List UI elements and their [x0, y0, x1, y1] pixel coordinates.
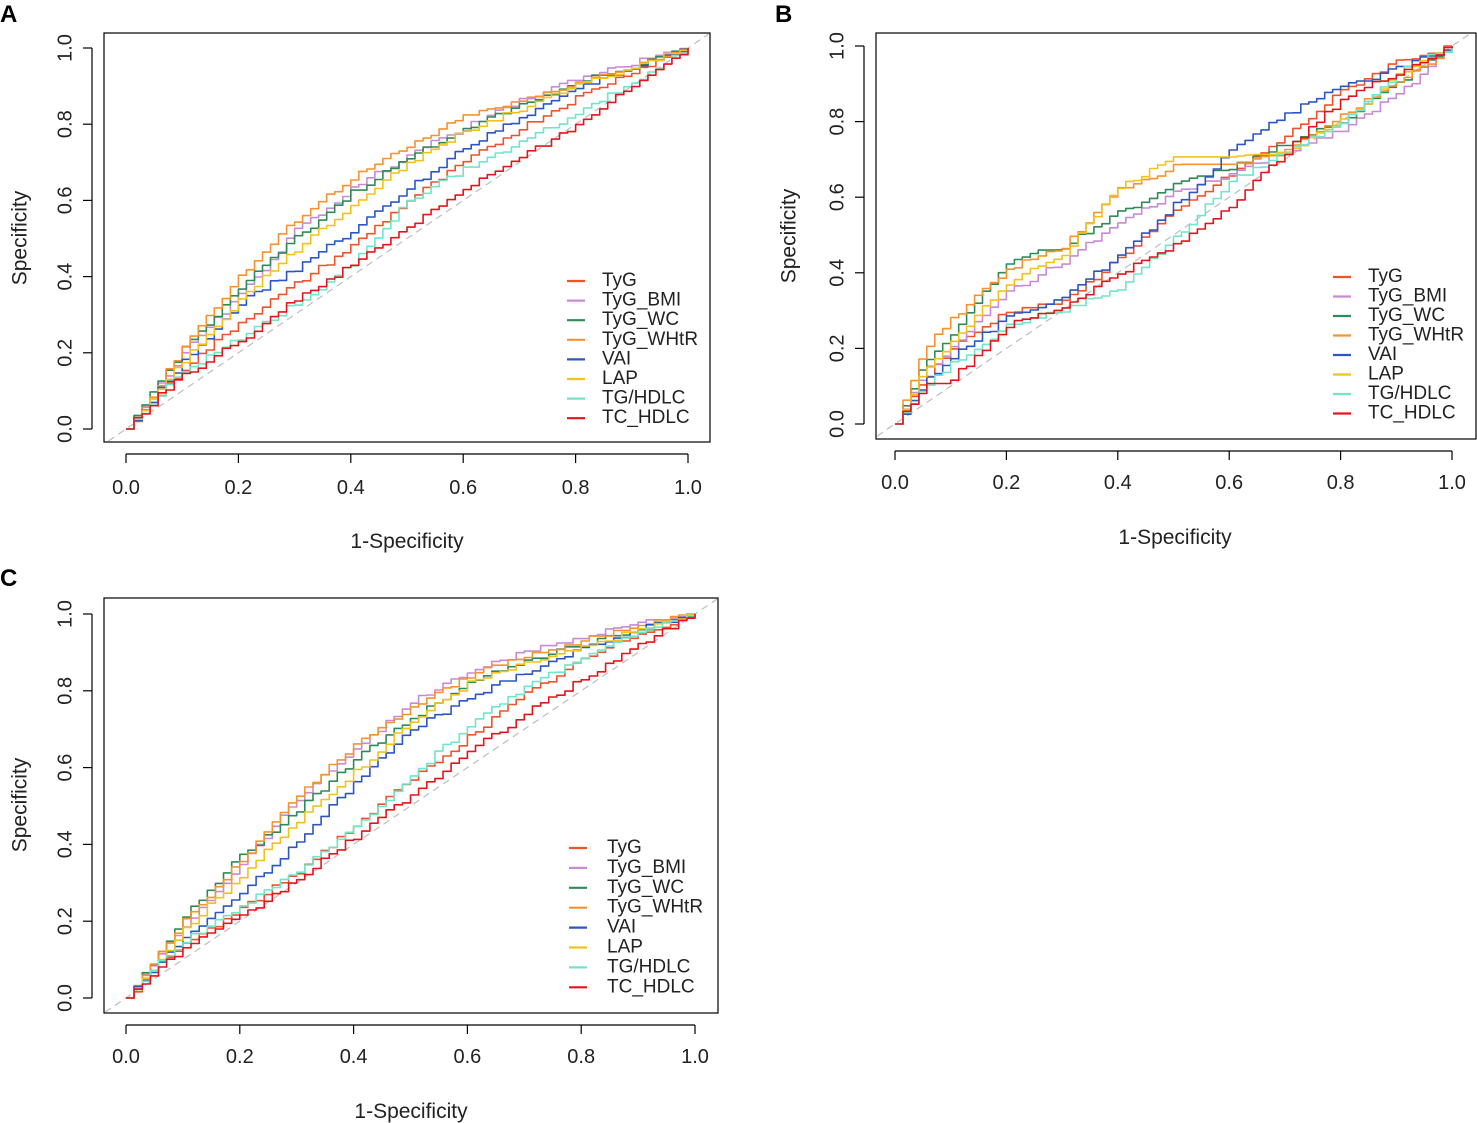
- legend-label: TyG_WC: [1368, 305, 1445, 326]
- legend-label: VAI: [607, 917, 636, 938]
- x-tick-label: 1.0: [1438, 472, 1466, 494]
- x-tick-label: 0.0: [112, 1046, 140, 1068]
- legend-label: TG/HDLC: [607, 956, 690, 977]
- x-tick-label: 1.0: [674, 477, 702, 499]
- x-tick-label: 1.0: [681, 1046, 709, 1068]
- x-tick-label: 0.4: [337, 477, 365, 499]
- legend: TyGTyG_BMITyG_WCTyG_WHtRVAILAPTG/HDLCTC_…: [1333, 266, 1464, 424]
- legend-label: TyG_BMI: [607, 857, 686, 878]
- y-tick-label: 0.4: [54, 263, 76, 291]
- legend-label: TC_HDLC: [1368, 403, 1456, 424]
- x-tick-label: 0.0: [112, 477, 140, 499]
- legend-label: TC_HDLC: [607, 976, 695, 997]
- legend-label: TyG_BMI: [602, 290, 681, 311]
- y-tick-label: 0.0: [54, 415, 76, 443]
- plot-frame: [103, 597, 719, 1014]
- roc-curve-tyg-whtr: [126, 614, 696, 999]
- legend-label: VAI: [602, 348, 631, 369]
- roc-curve-lap: [126, 48, 689, 430]
- x-tick-label: 0.6: [453, 1046, 481, 1068]
- legend-label: LAP: [1368, 364, 1404, 385]
- roc-curve-tc-hdlc: [126, 614, 696, 999]
- x-tick-label: 0.6: [1215, 472, 1243, 494]
- x-tick-label: 0.2: [226, 1046, 254, 1068]
- y-axis-title: Specificity: [9, 757, 32, 852]
- roc-curve-vai: [895, 46, 1453, 425]
- legend: TyGTyG_BMITyG_WCTyG_WHtRVAILAPTG/HDLCTC_…: [569, 837, 703, 997]
- roc-curve-tg-hdlc: [126, 614, 696, 999]
- x-tick-label: 0.6: [449, 477, 477, 499]
- x-tick-label: 0.2: [992, 472, 1020, 494]
- reference-diagonal: [104, 598, 718, 1013]
- roc-series-group: [126, 613, 696, 999]
- y-axis-title: Specificity: [9, 190, 32, 285]
- legend-label: TyG_BMI: [1368, 286, 1447, 307]
- x-tick-label: 0.0: [881, 472, 909, 494]
- x-tick-label: 0.8: [562, 477, 590, 499]
- roc-panel-b: B 0.0 0.2 0.4 0.6 0.8 1.0 0.0 0.2 0.4 0.6 0.8 1.0 1-S…: [775, 1, 1477, 549]
- panel-label: B: [775, 1, 792, 28]
- legend-label: TyG: [1368, 266, 1403, 287]
- x-tick-label: 0.8: [567, 1046, 595, 1068]
- y-tick-label: 0.8: [54, 110, 76, 138]
- roc-curve-tg-hdlc: [895, 46, 1453, 425]
- x-tick-label: 0.8: [1327, 472, 1355, 494]
- plot-frame: [875, 32, 1477, 440]
- y-tick-label: 0.0: [54, 984, 76, 1012]
- roc-curve-vai: [126, 48, 689, 430]
- x-tick-label: 0.2: [224, 477, 252, 499]
- x-tick-label: 0.4: [1104, 472, 1132, 494]
- roc-curve-tyg-bmi: [126, 614, 696, 999]
- panel-label: A: [0, 1, 17, 28]
- x-tick-label: 0.4: [340, 1046, 368, 1068]
- roc-curve-tyg: [895, 45, 1452, 425]
- legend-label: TyG_WHtR: [602, 329, 698, 350]
- legend-label: TyG_WHtR: [1368, 325, 1464, 346]
- y-tick-label: 0.2: [54, 339, 76, 367]
- legend-label: TG/HDLC: [602, 388, 685, 409]
- legend-label: TyG_WC: [602, 309, 679, 330]
- y-tick-label: 0.4: [54, 830, 76, 858]
- y-tick-label: 1.0: [54, 34, 76, 62]
- roc-curve-lap: [895, 46, 1453, 425]
- legend-label: TG/HDLC: [1368, 383, 1451, 404]
- x-axis-title: 1-Specificity: [354, 1100, 468, 1123]
- legend-label: TyG: [602, 270, 637, 291]
- roc-curve-tyg-whtr: [895, 46, 1453, 425]
- y-tick-label: 0.6: [54, 754, 76, 782]
- roc-curve-lap: [126, 613, 696, 999]
- y-axis-title: Specificity: [778, 188, 801, 283]
- plot-frame: [103, 32, 711, 443]
- legend-label: LAP: [602, 368, 638, 389]
- x-axis-title: 1-Specificity: [350, 530, 464, 553]
- legend-label: VAI: [1368, 344, 1397, 365]
- x-axis-title: 1-Specificity: [1118, 526, 1232, 549]
- legend-label: TyG: [607, 837, 642, 858]
- roc-panel-a: A 0.0 0.2 0.4 0.6 0.8 1.0 0.0 0.2 0.4 0.6 0.8 1.0 1-S…: [0, 1, 711, 553]
- y-tick-label: 0.2: [826, 334, 848, 362]
- roc-series-group: [895, 45, 1453, 425]
- y-tick-label: 1.0: [826, 32, 848, 60]
- legend-label: LAP: [607, 937, 643, 958]
- legend-label: TC_HDLC: [602, 407, 690, 428]
- y-tick-label: 1.0: [54, 600, 76, 628]
- y-tick-label: 0.0: [826, 410, 848, 438]
- legend-label: TyG_WHtR: [607, 897, 703, 918]
- legend: TyGTyG_BMITyG_WCTyG_WHtRVAILAPTG/HDLCTC_…: [567, 270, 698, 428]
- y-tick-label: 0.6: [54, 186, 76, 214]
- roc-curve-tc-hdlc: [895, 46, 1453, 425]
- y-tick-label: 0.8: [826, 108, 848, 136]
- panel-label: C: [0, 565, 17, 592]
- y-tick-label: 0.6: [826, 183, 848, 211]
- y-tick-label: 0.2: [54, 907, 76, 935]
- roc-curve-tc-hdlc: [126, 48, 689, 430]
- y-tick-label: 0.8: [54, 677, 76, 705]
- roc-panel-c: C 0.0 0.2 0.4 0.6 0.8 1.0 0.0 0.2 0.4 0.6 0.8 1.0 1-S…: [0, 565, 719, 1123]
- roc-series-group: [126, 47, 689, 430]
- legend-label: TyG_WC: [607, 877, 684, 898]
- roc-curve-tyg-bmi: [895, 46, 1453, 425]
- roc-curve-vai: [126, 613, 695, 999]
- y-tick-label: 0.4: [826, 259, 848, 287]
